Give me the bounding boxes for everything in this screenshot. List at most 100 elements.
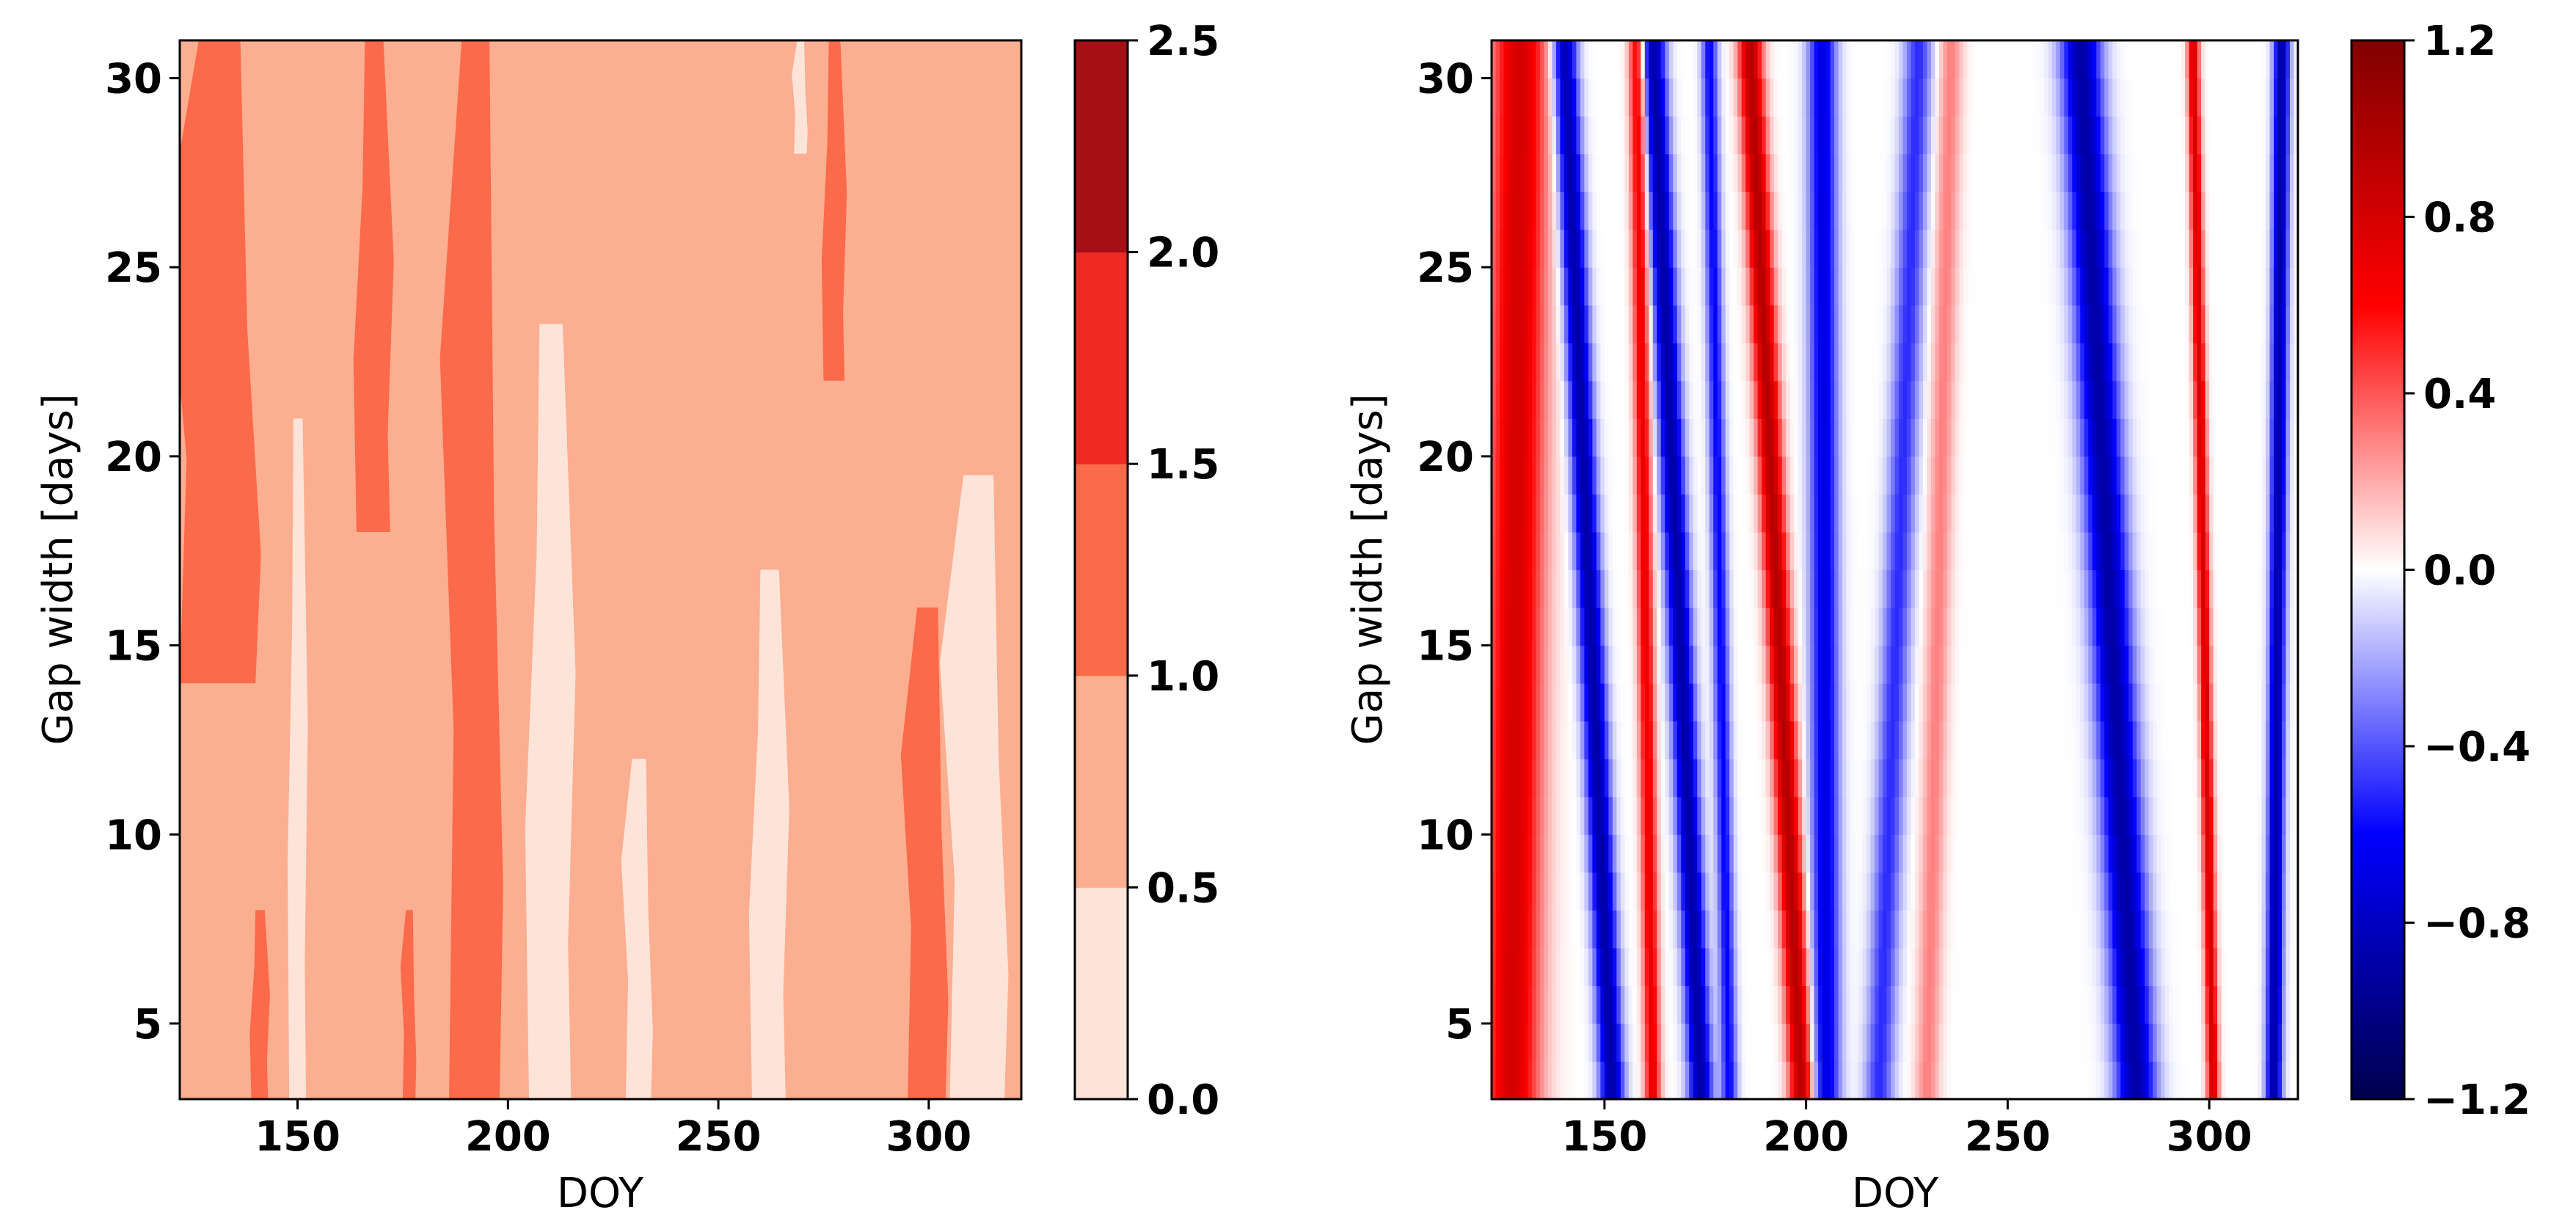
- right-heatmap-cell: [1713, 1023, 1718, 1062]
- right-heatmap-cell: [1511, 683, 1517, 722]
- right-heatmap-cell: [1717, 267, 1722, 306]
- right-heatmap-cell: [1867, 910, 1872, 949]
- right-heatmap-cell: [2064, 872, 2069, 911]
- right-heatmap-cell: [2237, 229, 2242, 268]
- right-heatmap-cell: [2277, 1061, 2283, 1099]
- right-heatmap-cell: [2145, 569, 2150, 608]
- right-heatmap-cell: [1794, 985, 1799, 1024]
- right-heatmap-cell: [1927, 608, 1932, 646]
- right-heatmap-cell: [1552, 1061, 1557, 1099]
- right-heatmap-cell: [2261, 645, 2266, 684]
- right-heatmap-cell: [1547, 304, 1553, 343]
- right-heatmap-cell: [1995, 834, 2000, 873]
- right-heatmap-cell: [2237, 267, 2242, 306]
- right-heatmap-cell: [1886, 985, 1891, 1024]
- right-heatmap-cell: [1681, 531, 1686, 571]
- right-heatmap-cell: [1604, 494, 1609, 533]
- right-heatmap-cell: [2007, 153, 2013, 192]
- right-heatmap-cell: [2294, 759, 2298, 798]
- right-heatmap-cell: [2229, 494, 2234, 533]
- right-heatmap-cell: [2285, 418, 2291, 457]
- right-heatmap-cell: [1935, 872, 1940, 911]
- right-heatmap-cell: [2266, 1023, 2271, 1062]
- right-heatmap-cell: [2092, 418, 2097, 457]
- right-heatmap-cell: [1814, 910, 1819, 949]
- right-heatmap-cell: [1789, 608, 1795, 646]
- right-heatmap-cell: [1729, 985, 1734, 1024]
- right-heatmap-cell: [1624, 229, 1630, 268]
- right-heatmap-cell: [2290, 494, 2295, 533]
- right-heatmap-cell: [2161, 985, 2166, 1024]
- right-heatmap-cell: [1536, 531, 1541, 571]
- right-heatmap-cell: [1927, 456, 1932, 495]
- right-heatmap-cell: [1818, 494, 1823, 533]
- right-heatmap-cell: [2059, 304, 2065, 343]
- right-heatmap-cell: [1592, 608, 1597, 646]
- right-heatmap-cell: [2213, 683, 2218, 722]
- right-heatmap-cell: [1773, 834, 1778, 873]
- right-heatmap-cell: [2153, 380, 2158, 419]
- right-heatmap-cell: [1660, 721, 1665, 759]
- right-heatmap-cell: [1596, 192, 1601, 230]
- right-heatmap-cell: [2140, 418, 2145, 457]
- right-heatmap-cell: [1894, 456, 1900, 495]
- right-heatmap-cell: [1628, 343, 1633, 382]
- right-heatmap-cell: [1733, 192, 1738, 230]
- right-heatmap-cell: [2290, 683, 2295, 722]
- right-heatmap-cell: [1657, 267, 1662, 306]
- right-heatmap-cell: [1499, 683, 1505, 722]
- right-heatmap-cell: [1681, 1061, 1686, 1099]
- right-heatmap-cell: [2019, 645, 2024, 684]
- right-heatmap-cell: [2007, 645, 2013, 684]
- right-heatmap-cell: [2072, 759, 2077, 798]
- right-heatmap-cell: [1878, 985, 1883, 1024]
- right-heatmap-cell: [2269, 910, 2274, 949]
- right-heatmap-cell: [1665, 759, 1670, 798]
- right-heatmap-cell: [2068, 343, 2073, 382]
- right-heatmap-cell: [2015, 645, 2021, 684]
- right-heatmap-cell: [1588, 910, 1593, 949]
- left-colorbar-tick-label: 1.5: [1147, 441, 1219, 489]
- right-heatmap-cell: [1898, 683, 1904, 722]
- right-heatmap-cell: [1911, 343, 1916, 382]
- right-heatmap-cell: [1987, 267, 1992, 306]
- right-heatmap-cell: [2072, 494, 2077, 533]
- right-heatmap-cell: [1584, 531, 1589, 571]
- right-heatmap-cell: [1749, 531, 1754, 571]
- right-heatmap-cell: [1588, 872, 1593, 911]
- right-heatmap-cell: [1528, 683, 1533, 722]
- right-heatmap-cell: [1878, 267, 1883, 306]
- right-heatmap-cell: [1818, 759, 1823, 798]
- right-heatmap-cell: [1668, 683, 1674, 722]
- right-heatmap-cell: [2056, 645, 2061, 684]
- right-heatmap-cell: [2072, 947, 2077, 986]
- right-heatmap-cell: [2169, 796, 2174, 835]
- right-heatmap-cell: [1798, 872, 1803, 911]
- right-heatmap-cell: [1810, 153, 1815, 192]
- right-heatmap-cell: [1846, 721, 1851, 759]
- right-heatmap-cell: [1592, 531, 1597, 571]
- right-heatmap-cell: [1830, 721, 1835, 759]
- right-heatmap-cell: [1858, 834, 1864, 873]
- right-heatmap-cell: [2011, 494, 2016, 533]
- right-heatmap-cell: [1608, 494, 1613, 533]
- right-heatmap-cell: [2040, 531, 2045, 571]
- right-heatmap-cell: [1906, 872, 1912, 911]
- right-heatmap-cell: [1555, 1023, 1561, 1062]
- right-heatmap-cell: [2015, 380, 2021, 419]
- right-heatmap-cell: [1620, 645, 1625, 684]
- right-heatmap-cell: [2217, 418, 2222, 457]
- right-heatmap-cell: [1544, 192, 1549, 230]
- right-heatmap-cell: [2290, 569, 2295, 608]
- right-heatmap-cell: [1580, 380, 1585, 419]
- right-heatmap-cell: [2076, 569, 2081, 608]
- right-heatmap-cell: [2112, 608, 2117, 646]
- right-heatmap-cell: [1794, 229, 1799, 268]
- right-heatmap-cell: [1927, 796, 1932, 835]
- right-heatmap-cell: [1604, 380, 1609, 419]
- right-heatmap-cell: [1749, 153, 1754, 192]
- right-heatmap-cell: [1810, 645, 1815, 684]
- right-heatmap-cell: [2059, 608, 2065, 646]
- right-heatmap-cell: [2148, 304, 2153, 343]
- right-heatmap-cell: [2193, 229, 2198, 268]
